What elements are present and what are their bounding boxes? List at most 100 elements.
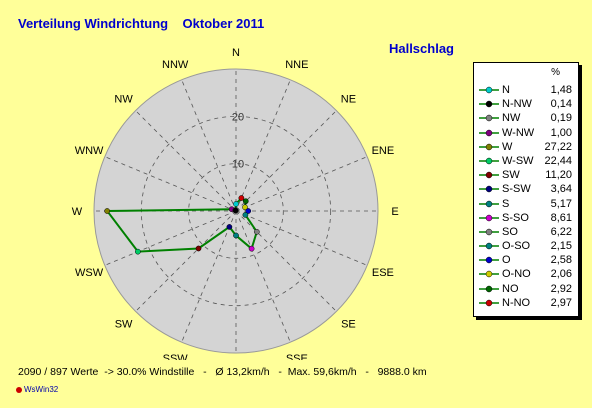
- legend-marker-icon: [479, 100, 499, 108]
- legend-item-s-sw: S-SW 3,64: [474, 182, 578, 196]
- legend-label: W-NW: [502, 126, 535, 139]
- direction-label: NE: [341, 94, 356, 106]
- legend-value: 2,97: [550, 296, 572, 309]
- data-point-no: [242, 198, 249, 205]
- legend-value: 2,58: [550, 254, 572, 267]
- direction-label: SW: [115, 318, 133, 330]
- legend-label: SO: [502, 225, 518, 238]
- data-point-w-sw: [135, 248, 141, 255]
- direction-label: NNW: [162, 59, 189, 71]
- direction-label: N: [232, 47, 240, 59]
- direction-label: WNW: [75, 145, 104, 157]
- legend-marker-icon: [479, 186, 499, 193]
- direction-label: W: [72, 206, 83, 218]
- legend: % N 1,48 N-NW 0,14 NW 0,19 W-NW 1,00 W 27,22 W-SW 2…: [473, 62, 579, 317]
- legend-item-nw: NW 0,19: [474, 111, 578, 125]
- legend-marker-icon: [479, 242, 499, 250]
- legend-label: W: [502, 140, 513, 153]
- radial-tick-label: 20: [232, 111, 244, 123]
- legend-label: S: [502, 197, 510, 210]
- data-point-o: [245, 208, 252, 214]
- legend-unit: %: [551, 67, 560, 78]
- legend-value: 2,15: [550, 240, 572, 253]
- legend-label: N-NO: [502, 296, 531, 309]
- data-point-s-so: [248, 245, 255, 252]
- data-point-s-sw: [226, 224, 233, 230]
- radial-tick-label: 10: [232, 159, 244, 171]
- legend-item-w-sw: W-SW 22,44: [474, 154, 578, 168]
- legend-item-o: O 2,58: [474, 253, 578, 267]
- legend-label: S-SW: [502, 183, 531, 196]
- direction-label: SSE: [286, 353, 308, 360]
- direction-label: WSW: [75, 267, 104, 279]
- data-point-s: [233, 232, 239, 239]
- grid-ring-10: [188, 163, 284, 259]
- legend-value: 2,92: [550, 282, 572, 295]
- legend-item-so: SO 6,22: [474, 225, 578, 239]
- legend-item-n: N 1,48: [474, 83, 578, 97]
- legend-item-o-so: O-SO 2,15: [474, 239, 578, 253]
- legend-marker-icon: [479, 299, 499, 307]
- legend-item-sw: SW 11,20: [474, 168, 578, 182]
- legend-label: O-SO: [502, 240, 531, 253]
- data-point-sw: [195, 245, 202, 252]
- legend-item-s: S 5,17: [474, 197, 578, 211]
- legend-label: W-SW: [502, 154, 534, 167]
- legend-value: 6,22: [550, 225, 572, 238]
- legend-item-w-nw: W-NW 1,00: [474, 126, 578, 140]
- direction-label: NW: [114, 94, 133, 106]
- credit-text: WsWin32: [24, 385, 59, 394]
- data-point-n-no: [238, 195, 245, 201]
- legend-marker-icon: [479, 200, 499, 207]
- legend-rows: N 1,48 N-NW 0,14 NW 0,19 W-NW 1,00 W 27,22 W-SW 22,…: [474, 83, 578, 310]
- legend-value: 3,64: [550, 183, 572, 196]
- data-point-so: [253, 228, 260, 235]
- legend-value: 0,14: [550, 98, 572, 111]
- legend-label: NO: [502, 282, 519, 295]
- data-point-o-no: [242, 204, 248, 211]
- station-name: Hallschlag: [388, 41, 454, 56]
- legend-value: 8,61: [550, 211, 572, 224]
- legend-marker-icon: [479, 171, 499, 179]
- legend-marker-icon: [479, 271, 499, 278]
- data-point-n: [233, 201, 239, 207]
- legend-marker-icon: [479, 285, 499, 292]
- legend-item-o-no: O-NO 2,06: [474, 267, 578, 281]
- direction-label: ENE: [372, 145, 395, 157]
- legend-value: 27,22: [544, 140, 572, 153]
- legend-marker-icon: [479, 157, 499, 165]
- legend-item-no: NO 2,92: [474, 282, 578, 296]
- wswin-logo-icon: [16, 386, 22, 393]
- wind-rose-chart: 1020NNNENEENEEESESESSESSSWSWWSWWWNWNWNNW: [72, 47, 399, 360]
- legend-value: 22,44: [544, 154, 572, 167]
- legend-marker-icon: [479, 214, 499, 221]
- legend-label: O-NO: [502, 268, 531, 281]
- direction-label: E: [391, 206, 398, 218]
- legend-item-n-nw: N-NW 0,14: [474, 97, 578, 111]
- legend-marker-icon: [479, 143, 499, 150]
- legend-label: O: [502, 254, 511, 267]
- legend-marker-icon: [479, 115, 499, 122]
- legend-item-w: W 27,22: [474, 140, 578, 154]
- legend-label: N: [502, 84, 510, 96]
- direction-label: ESE: [372, 267, 394, 279]
- legend-value: 0,19: [550, 112, 572, 125]
- legend-value: 11,20: [545, 169, 572, 182]
- direction-label: SSW: [163, 353, 189, 360]
- software-credit: WsWin32: [16, 385, 58, 394]
- legend-item-n-no: N-NO 2,97: [474, 296, 578, 310]
- data-point-n-nw: [232, 207, 239, 214]
- legend-marker-icon: [479, 86, 499, 94]
- direction-label: SE: [341, 318, 356, 330]
- legend-value: 1,00: [550, 126, 572, 139]
- direction-label: NNE: [285, 59, 308, 71]
- legend-marker-icon: [479, 257, 499, 264]
- legend-item-s-so: S-SO 8,61: [474, 211, 578, 225]
- summary-footer: 2090 / 897 Werte -> 30.0% Windstille - Ø…: [18, 366, 427, 378]
- legend-value: 5,17: [550, 197, 572, 210]
- legend-label: N-NW: [502, 98, 532, 111]
- legend-label: S-SO: [502, 211, 529, 224]
- chart-title: Verteilung Windrichtung Oktober 2011: [18, 16, 265, 31]
- legend-marker-icon: [479, 228, 499, 236]
- legend-value: 1,48: [550, 84, 572, 96]
